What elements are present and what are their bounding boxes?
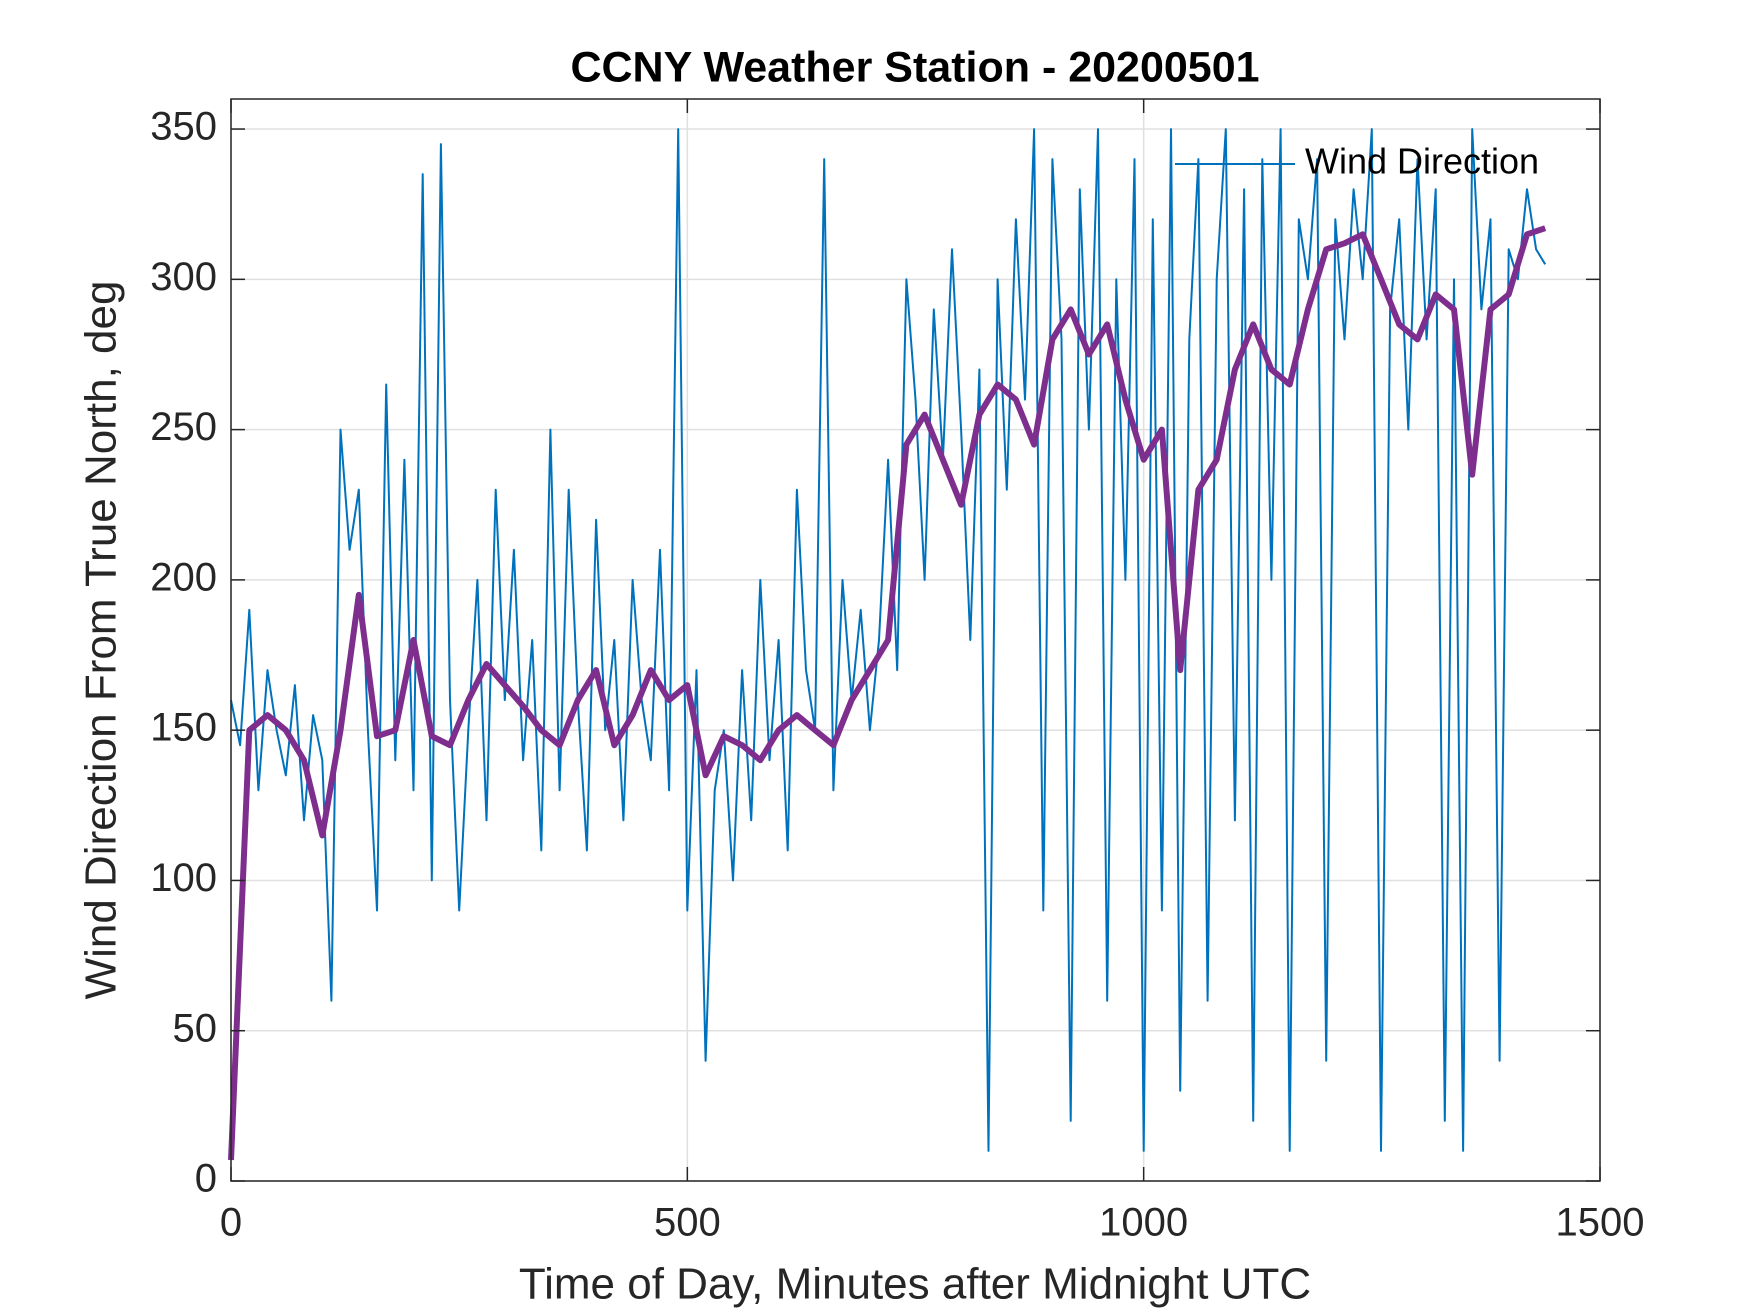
series-line — [228, 225, 1547, 1161]
y-tick-label: 150 — [150, 706, 217, 750]
y-tick-label: 0 — [195, 1157, 217, 1201]
x-tick-label: 500 — [654, 1201, 721, 1245]
lines — [228, 128, 1547, 1161]
y-tick-label: 200 — [150, 555, 217, 599]
x-tick-label: 0 — [220, 1201, 242, 1245]
y-tick-label: 300 — [150, 255, 217, 299]
legend: Wind Direction — [1175, 141, 1539, 182]
y-tick-label: 250 — [150, 405, 217, 449]
y-tick-label: 100 — [150, 856, 217, 900]
chart-title: CCNY Weather Station - 20200501 — [570, 43, 1259, 91]
legend-label: Wind Direction — [1305, 141, 1539, 182]
axes-box — [230, 98, 1601, 1182]
ticks: 0 50 100 150 200 250 300 350 0 500 1000 1500 — [150, 99, 1644, 1245]
y-tick-label: 50 — [173, 1006, 218, 1050]
series-line — [230, 128, 1547, 1152]
y-tick-label: 350 — [150, 105, 217, 149]
y-axis-label: Wind Direction From True North, deg — [77, 281, 126, 1000]
x-axis-label: Time of Day, Minutes after Midnight UTC — [519, 1260, 1311, 1309]
x-tick-label: 1500 — [1556, 1201, 1645, 1245]
x-tick-label: 1000 — [1099, 1201, 1188, 1245]
